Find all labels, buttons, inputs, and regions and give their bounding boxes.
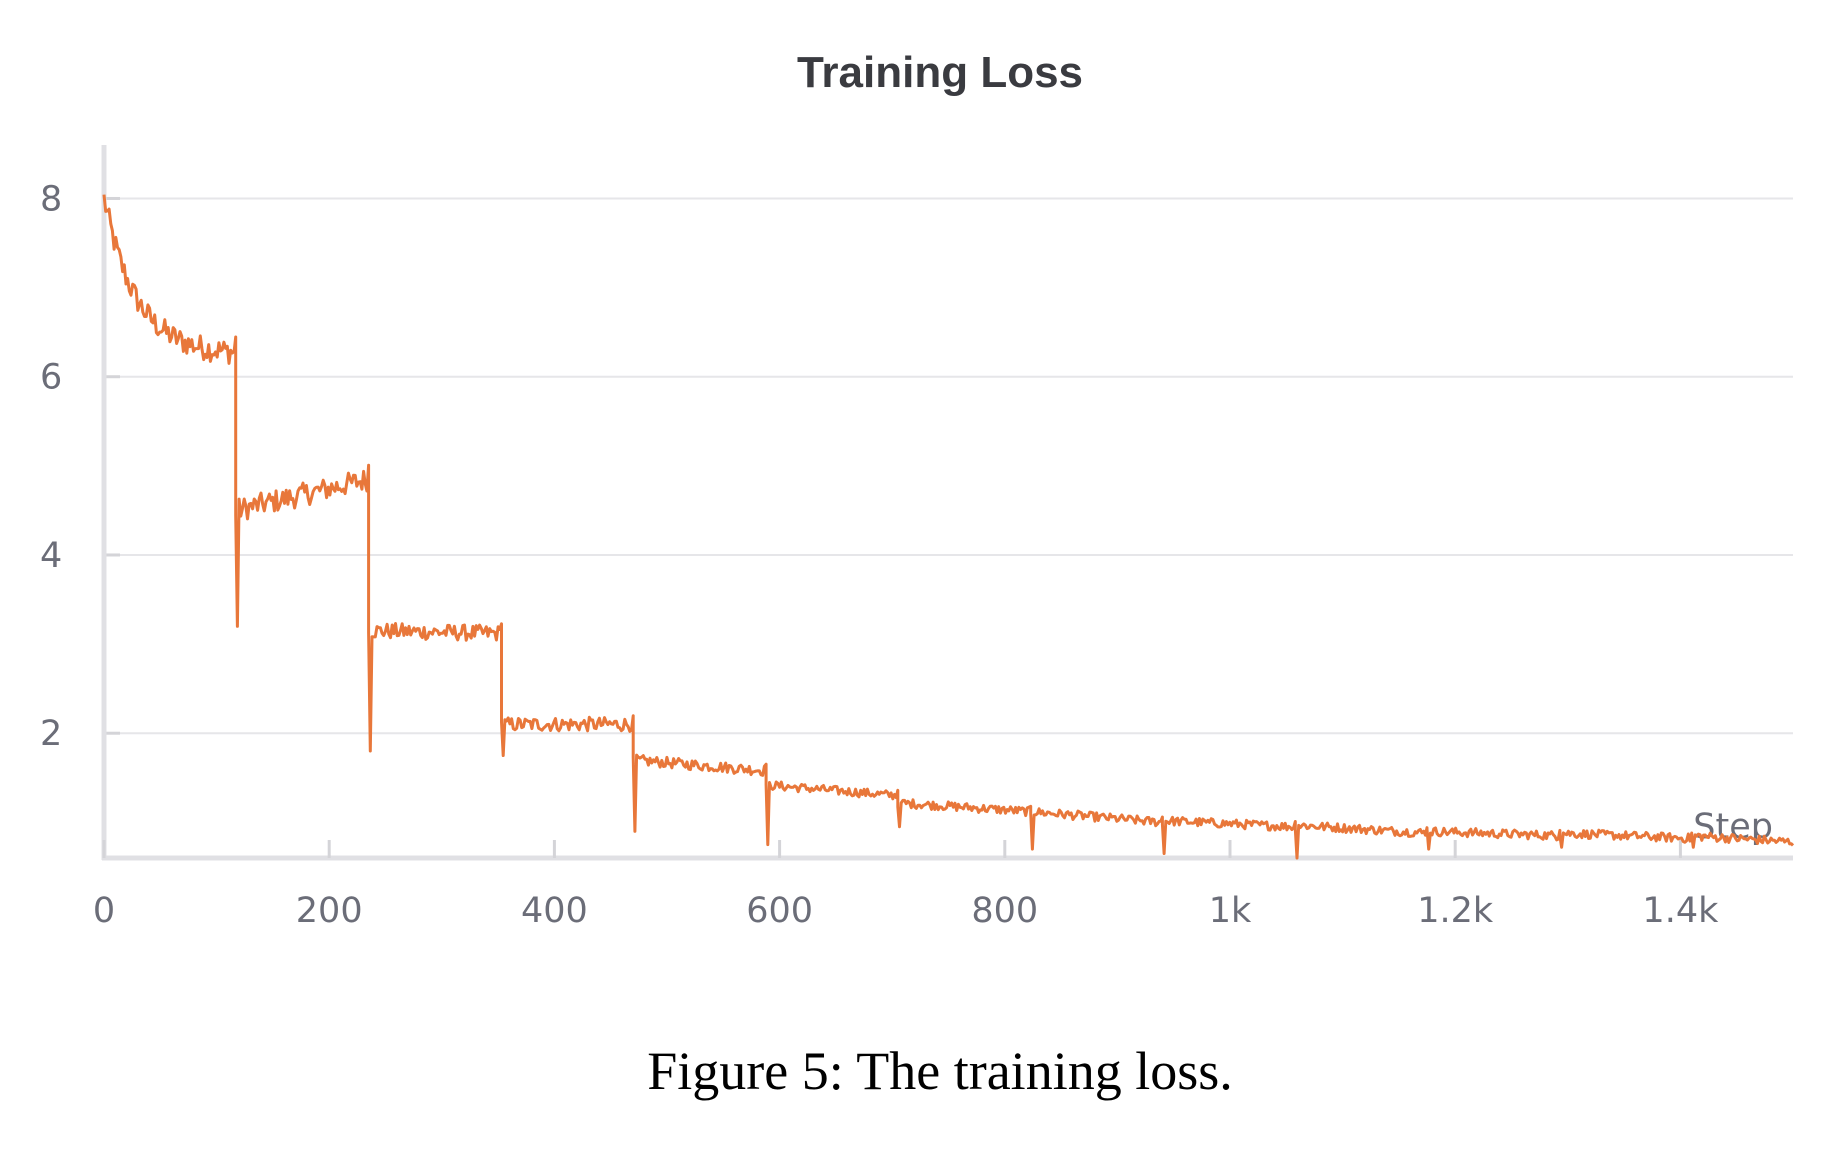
figure-caption: Figure 5: The training loss. [647,1041,1233,1101]
x-tick-label: 0 [93,891,115,931]
loss-series-line [102,194,1795,860]
x-tick-label: 400 [521,891,588,931]
x-tick-label: 1k [1209,891,1252,931]
x-tick-label: 800 [971,891,1038,931]
y-tick-label: 4 [40,536,62,576]
x-tick-label: 600 [746,891,813,931]
x-tick-label: 200 [296,891,363,931]
y-tick-label: 2 [40,714,62,754]
y-tick-label: 6 [40,358,62,398]
y-tick-label: 8 [40,179,62,219]
x-tick-label: 1.4k [1642,891,1719,931]
x-tick-label: 1.2k [1417,891,1494,931]
chart-title: Training Loss [796,48,1084,97]
